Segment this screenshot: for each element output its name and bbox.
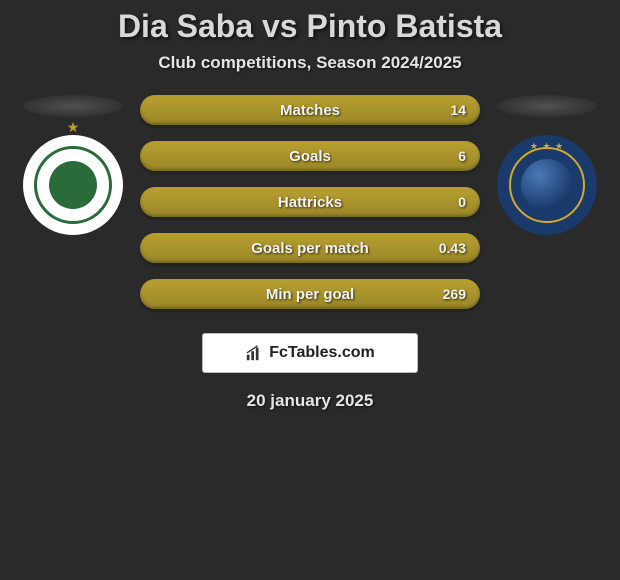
crest-core-icon — [521, 159, 573, 211]
crest-ring-icon — [509, 147, 585, 223]
shadow-ellipse-icon — [23, 95, 123, 117]
crest-ring-icon — [34, 146, 112, 224]
brand-text: FcTables.com — [269, 344, 375, 362]
stat-value: 6 — [458, 148, 466, 164]
stat-value: 0 — [458, 194, 466, 210]
stat-bar-hattricks: Hattricks 0 — [140, 187, 480, 217]
stat-bar-matches: Matches 14 — [140, 95, 480, 125]
stat-label: Hattricks — [278, 194, 342, 211]
stat-bar-goals-per-match: Goals per match 0.43 — [140, 233, 480, 263]
brand-badge: FcTables.com — [202, 333, 418, 373]
comparison-card: Dia Saba vs Pinto Batista Club competiti… — [0, 0, 620, 411]
right-club-crest-icon: ★ ★ ★ — [497, 135, 597, 235]
right-crest-column: ★ ★ ★ — [492, 95, 602, 235]
left-crest-column: ★ — [18, 95, 128, 235]
page-subtitle: Club competitions, Season 2024/2025 — [0, 53, 620, 73]
stat-bar-goals: Goals 6 — [140, 141, 480, 171]
shadow-ellipse-icon — [497, 95, 597, 117]
stat-bar-min-per-goal: Min per goal 269 — [140, 279, 480, 309]
stat-value: 14 — [450, 102, 466, 118]
bar-chart-icon — [245, 344, 263, 362]
stat-label: Matches — [280, 102, 340, 119]
crest-core-icon — [49, 161, 97, 209]
stats-area: ★ Matches 14 Goals 6 Hattricks 0 Goals p… — [0, 95, 620, 309]
stat-value: 269 — [443, 286, 466, 302]
stat-label: Goals — [289, 148, 331, 165]
star-icon: ★ — [67, 119, 80, 136]
left-club-crest-icon: ★ — [23, 135, 123, 235]
date-label: 20 january 2025 — [0, 391, 620, 411]
stat-value: 0.43 — [439, 240, 466, 256]
stat-label: Min per goal — [266, 286, 354, 303]
stars-icon: ★ ★ ★ — [530, 141, 564, 152]
stat-label: Goals per match — [251, 240, 369, 257]
page-title: Dia Saba vs Pinto Batista — [0, 8, 620, 45]
stat-bars: Matches 14 Goals 6 Hattricks 0 Goals per… — [140, 95, 480, 309]
